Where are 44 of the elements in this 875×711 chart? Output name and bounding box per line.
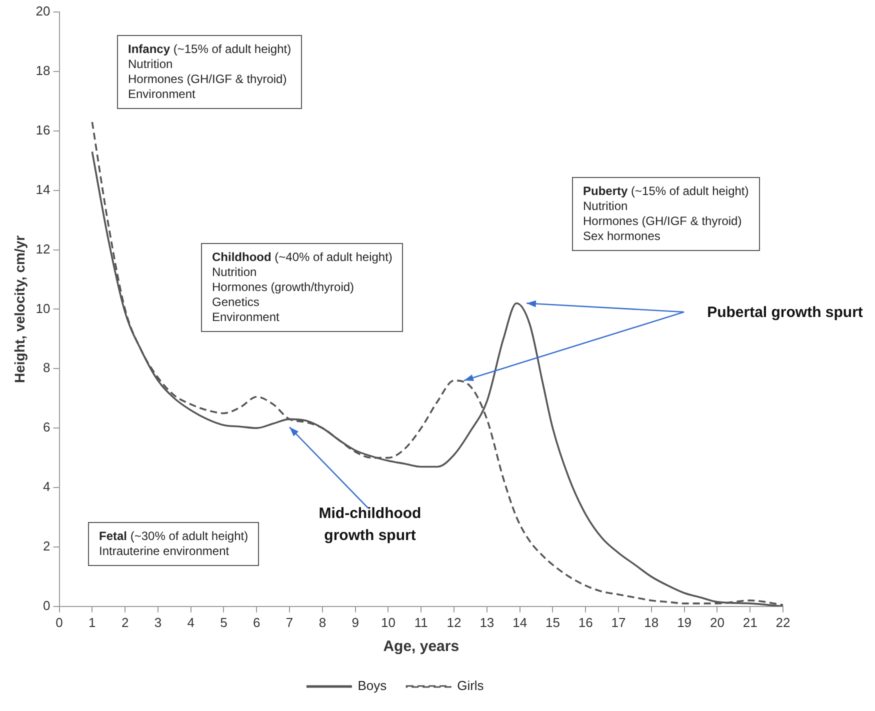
y-tick-label: 18	[36, 63, 50, 78]
text: Childhood (~40% of adult height) Nutrition Hormones (growth/thyroid) Genetics Environment	[212, 250, 392, 324]
x-tick-label: 21	[742, 614, 758, 630]
x-tick-label: 18	[644, 614, 659, 630]
x-tick-label: 2	[121, 614, 129, 630]
y-tick-label: 14	[36, 182, 50, 197]
y-tick-label: 10	[36, 300, 50, 316]
x-tick-label: 5	[220, 614, 228, 630]
annotation: Pubertal growth spurt	[706, 303, 864, 323]
x-tick-label: 22	[776, 614, 790, 630]
y-tick-label: 4	[43, 479, 50, 494]
annotation: Infancy (~15% of adult height) Nutrition Hormones (GH/IGF & thyroid) Environment	[128, 42, 292, 102]
x-tick-label: 14	[512, 614, 528, 630]
y-tick-label: 0	[43, 598, 50, 613]
x-tick-label: 6	[253, 614, 260, 630]
x-tick-label: 16	[578, 614, 593, 630]
legend-label: Girls	[457, 678, 484, 694]
x-tick-label: 4	[187, 614, 194, 630]
x-tick-label: 12	[446, 614, 462, 630]
x-tick-label: 0	[56, 614, 63, 630]
legend-label: Boys	[358, 678, 388, 694]
x-tick-label: 9	[352, 614, 359, 630]
y-tick-label: 8	[43, 360, 50, 376]
x-tick-label: 15	[545, 614, 560, 630]
y-tick-label: 12	[36, 241, 50, 256]
x-tick-label: 7	[286, 614, 294, 630]
x-tick-label: 19	[677, 614, 692, 630]
annotation: Fetal (~30% of adult height) Intrauterine environment	[99, 529, 248, 559]
y-tick-label: 16	[36, 122, 50, 138]
y-tick-label: 20	[36, 4, 50, 19]
x-tick-label: 8	[318, 614, 326, 630]
x-tick-label: 1	[88, 614, 96, 630]
x-tick-label: 3	[154, 614, 162, 630]
y-axis-title: Height, velocity, cm/yr	[11, 234, 28, 383]
x-tick-label: 17	[611, 614, 626, 630]
annotation: Puberty (~15% of adult height) Nutrition Hormones (GH/IGF & thyroid) Sex hormones	[583, 184, 749, 244]
x-tick-label: 11	[414, 614, 428, 630]
y-tick-label: 2	[43, 538, 50, 554]
y-tick-label: 6	[43, 420, 50, 435]
x-axis-title: Age, years	[383, 638, 460, 656]
annotation: Mid-childhood growth spurt	[318, 504, 422, 546]
x-tick-label: 10	[381, 614, 396, 630]
x-tick-label: 20	[710, 614, 724, 630]
x-tick-label: 13	[480, 614, 494, 630]
